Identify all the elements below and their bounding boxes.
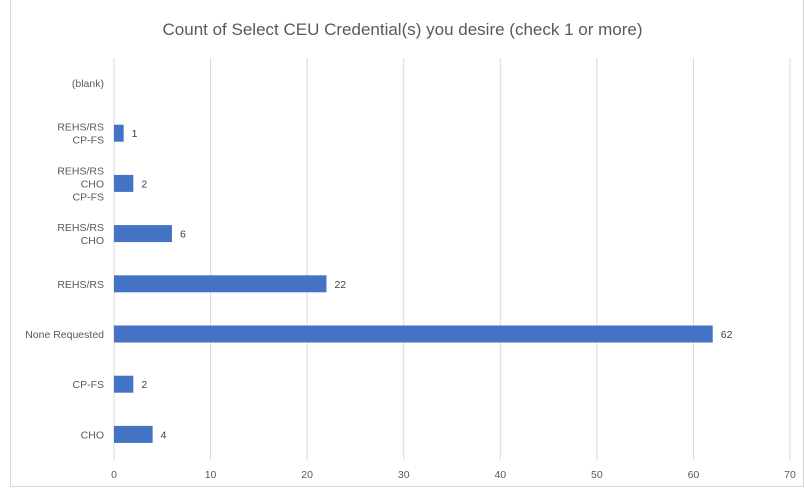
x-tick-label: 30	[398, 469, 410, 481]
bar	[114, 174, 134, 192]
x-tick-label: 60	[688, 469, 700, 481]
category-label: None Requested	[25, 329, 104, 341]
category-label: REHS/RS CHO CP-FS	[57, 165, 104, 203]
x-tick-label: 40	[494, 469, 506, 481]
chart-frame	[10, 0, 804, 487]
gridlines	[113, 58, 791, 460]
x-tick-label: 70	[784, 469, 796, 481]
bar	[114, 225, 172, 243]
category-label: CHO	[81, 429, 104, 441]
category-label: (blank)	[72, 78, 104, 90]
data-label: 62	[721, 329, 733, 341]
category-label: REHS/RS	[57, 279, 104, 291]
x-tick-label: 0	[111, 469, 117, 481]
bar	[114, 275, 327, 293]
data-label: 1	[132, 128, 138, 140]
x-tick-label: 20	[301, 469, 313, 481]
data-label: 4	[161, 429, 167, 441]
category-label: REHS/RS CP-FS	[57, 122, 104, 147]
category-label: CP-FS	[73, 379, 105, 391]
bar	[114, 124, 124, 142]
x-tick-label: 10	[205, 469, 217, 481]
bars	[114, 124, 713, 443]
category-label: REHS/RS CHO	[57, 222, 104, 247]
bar	[114, 375, 134, 393]
data-label: 6	[180, 229, 186, 241]
chart-title: Count of Select CEU Credential(s) you de…	[162, 20, 643, 39]
x-axis-ticks: 0 10 20 30 40 50 60 70	[111, 469, 796, 481]
bar	[114, 325, 713, 343]
bar	[114, 425, 153, 443]
data-label: 2	[141, 379, 147, 391]
data-label: 2	[141, 178, 147, 190]
data-label: 22	[334, 279, 346, 291]
x-tick-label: 50	[591, 469, 603, 481]
